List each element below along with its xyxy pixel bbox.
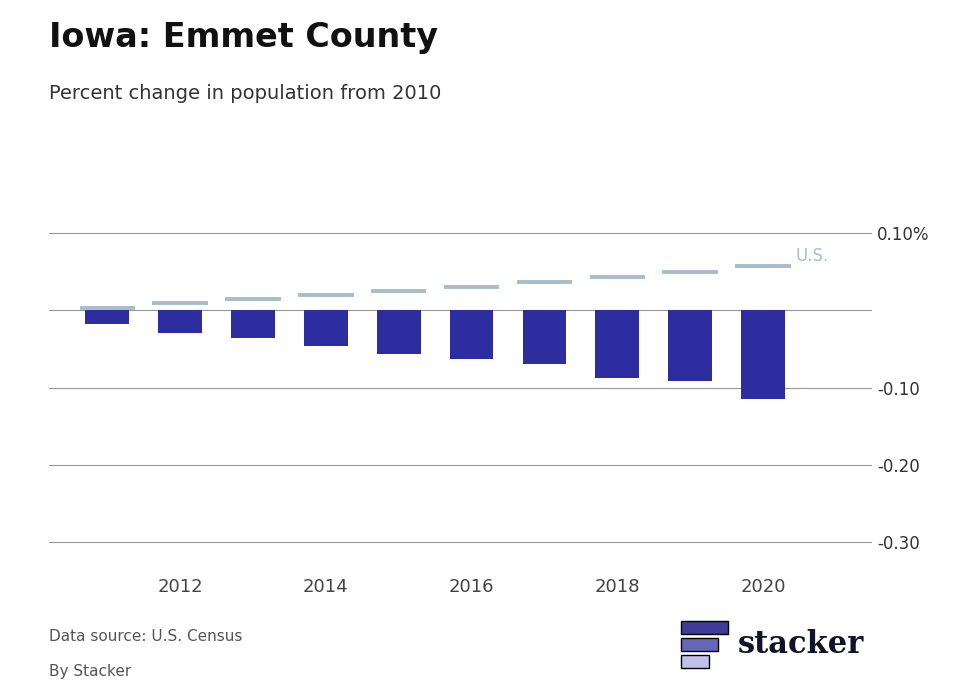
Text: Iowa: Emmet County: Iowa: Emmet County — [49, 21, 438, 54]
Text: By Stacker: By Stacker — [49, 664, 131, 679]
Bar — [522, 310, 566, 364]
Text: Data source: U.S. Census: Data source: U.S. Census — [49, 629, 242, 644]
Bar — [377, 310, 420, 354]
Bar — [596, 310, 639, 378]
Bar — [450, 310, 493, 359]
Bar — [85, 310, 129, 324]
Bar — [231, 310, 274, 338]
Text: Percent change in population from 2010: Percent change in population from 2010 — [49, 84, 441, 103]
Bar — [304, 310, 348, 346]
Bar — [668, 310, 711, 382]
Text: U.S.: U.S. — [796, 247, 829, 265]
Bar — [159, 310, 202, 333]
Text: stacker: stacker — [738, 629, 864, 660]
Bar — [741, 310, 785, 399]
